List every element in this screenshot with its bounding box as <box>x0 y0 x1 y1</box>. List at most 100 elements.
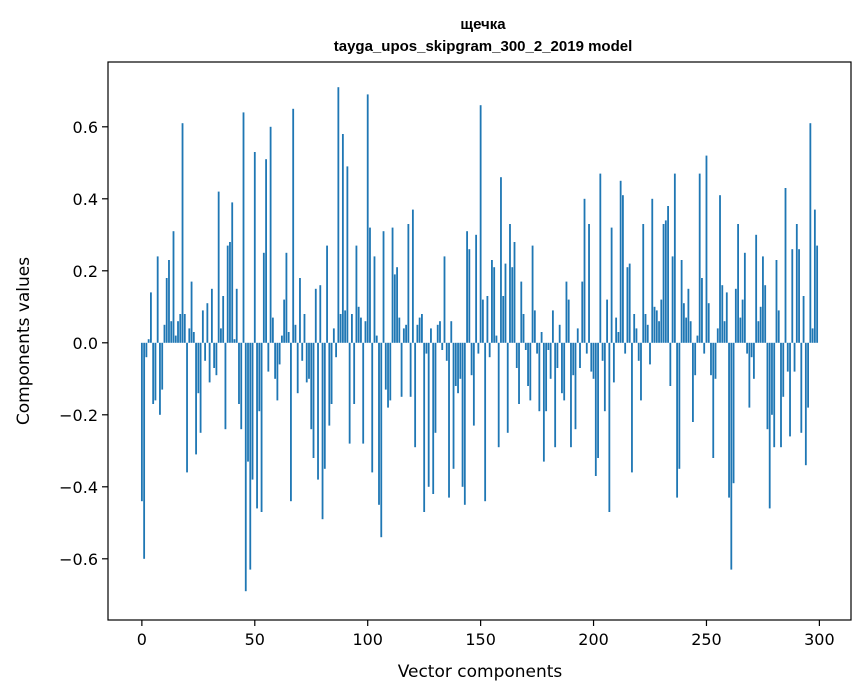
bar-163 <box>509 224 511 343</box>
bar-142 <box>461 342 464 487</box>
bar-202 <box>597 342 599 458</box>
bar-212 <box>619 180 622 343</box>
y-axis-ticks: −0.6 −0.4 −0.2 0.0 0.2 0.4 0.6 <box>59 118 108 569</box>
bar-97 <box>360 317 362 343</box>
bar-162 <box>506 342 509 433</box>
bar-81 <box>323 342 326 469</box>
y-tick-label: −0.4 <box>59 478 98 497</box>
bar-100 <box>366 94 369 343</box>
bar-160 <box>502 296 505 343</box>
bar-293 <box>802 296 805 343</box>
bar-189 <box>567 299 570 343</box>
bar-11 <box>165 278 168 343</box>
bar-37 <box>224 342 227 430</box>
bar-165 <box>513 242 516 343</box>
bar-190 <box>570 342 572 448</box>
bar-63 <box>283 299 286 343</box>
bar-28 <box>204 342 207 361</box>
bar-140 <box>457 342 459 394</box>
bar-158 <box>497 342 500 448</box>
y-tick-label: 0.0 <box>73 334 98 353</box>
bar-113 <box>396 267 398 343</box>
bar-221 <box>640 342 642 401</box>
bar-222 <box>642 224 645 343</box>
bar-287 <box>789 342 791 437</box>
bar-71 <box>301 342 304 361</box>
bar-117 <box>405 324 408 343</box>
bar-297 <box>811 328 814 343</box>
bar-112 <box>393 274 396 343</box>
bar-217 <box>631 342 633 473</box>
bar-238 <box>678 342 681 469</box>
bar-103 <box>373 256 376 343</box>
x-tick-label: 100 <box>352 630 383 649</box>
bar-45 <box>242 112 245 343</box>
bar-260 <box>728 342 730 498</box>
bar-258 <box>723 321 726 343</box>
bar-275 <box>762 256 764 343</box>
bar-201 <box>594 342 597 476</box>
bar-43 <box>238 342 240 404</box>
bar-120 <box>411 209 414 343</box>
bar-134 <box>443 256 446 343</box>
bar-7 <box>156 256 159 343</box>
bar-119 <box>409 342 412 397</box>
bar-265 <box>739 317 742 343</box>
bar-218 <box>633 314 636 343</box>
bar-102 <box>371 342 374 473</box>
bar-17 <box>179 314 182 343</box>
bar-255 <box>716 328 719 343</box>
bar-262 <box>732 342 735 484</box>
bar-126 <box>425 342 428 354</box>
bar-200 <box>592 342 595 379</box>
x-tick-label: 0 <box>137 630 147 649</box>
bar-116 <box>402 328 405 343</box>
bar-53 <box>260 342 263 512</box>
bar-286 <box>786 342 789 372</box>
bar-203 <box>599 173 602 343</box>
bar-273 <box>757 321 760 343</box>
bar-1 <box>143 342 146 559</box>
bar-281 <box>775 260 778 343</box>
bar-137 <box>450 321 453 343</box>
bar-111 <box>391 227 394 343</box>
bar-251 <box>707 303 710 343</box>
bar-73 <box>305 342 308 383</box>
bar-10 <box>163 324 166 343</box>
bar-250 <box>705 155 708 343</box>
bar-172 <box>529 342 532 401</box>
bar-164 <box>511 267 514 343</box>
bar-289 <box>793 342 796 372</box>
bar-174 <box>533 310 536 343</box>
bar-209 <box>612 342 615 383</box>
bar-299 <box>816 245 819 343</box>
bar-187 <box>563 342 566 401</box>
bar-230 <box>660 299 663 343</box>
bar-154 <box>488 342 491 358</box>
bar-227 <box>653 306 656 343</box>
bar-52 <box>258 342 261 412</box>
bar-267 <box>743 252 746 343</box>
bar-33 <box>215 342 218 376</box>
bar-59 <box>274 342 277 379</box>
bar-107 <box>382 231 385 343</box>
bar-213 <box>622 195 624 343</box>
bar-44 <box>240 342 243 430</box>
bar-23 <box>192 332 195 343</box>
bar-277 <box>766 342 769 430</box>
bar-30 <box>208 342 211 383</box>
bar-82 <box>326 245 328 343</box>
bar-29 <box>206 303 209 343</box>
bar-51 <box>256 342 258 509</box>
bar-205 <box>603 342 606 412</box>
bar-5 <box>152 342 155 404</box>
bar-237 <box>676 342 679 498</box>
bar-288 <box>791 249 794 343</box>
bar-72 <box>303 314 306 343</box>
bar-144 <box>466 231 468 343</box>
bar-177 <box>540 332 543 343</box>
bar-85 <box>332 328 335 343</box>
bar-231 <box>662 224 665 343</box>
bar-136 <box>448 342 450 498</box>
bar-194 <box>579 342 581 368</box>
